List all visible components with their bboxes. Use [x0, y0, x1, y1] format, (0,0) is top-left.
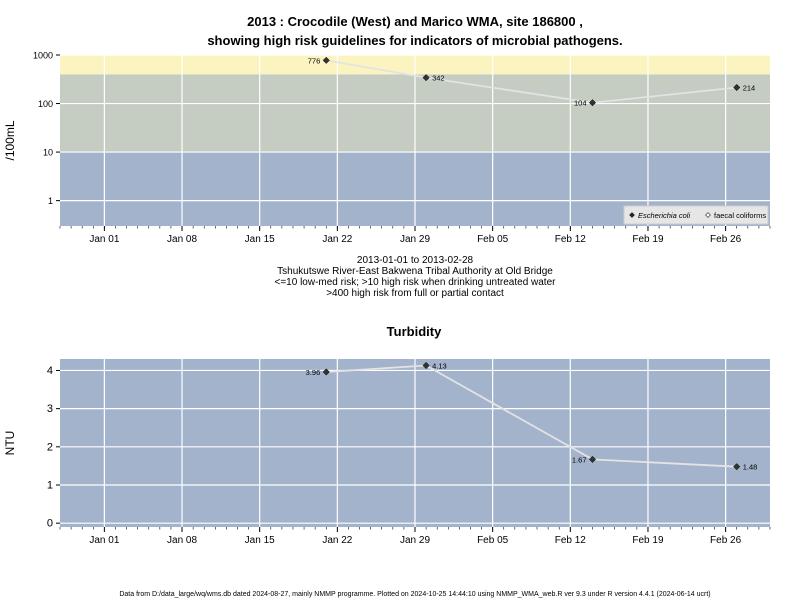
turbidity-xtick-label-8: Feb 26	[710, 535, 742, 546]
turbidity-data-point-0-0	[322, 368, 330, 376]
turbidity-xtick-label-5: Feb 05	[477, 535, 509, 546]
turbidity-ytick-label-1: 1	[47, 480, 53, 492]
microbial-xtick-label-3: Jan 22	[322, 234, 352, 245]
turbidity-xtick-label-0: Jan 01	[89, 535, 119, 546]
microbial-xtick-label-8: Feb 26	[710, 234, 742, 245]
turbidity-y-axis-title: NTU	[3, 431, 17, 456]
microbial-legend-label-0: Escherichia coli	[638, 211, 690, 220]
microbial-xtick-label-5: Feb 05	[477, 234, 509, 245]
microbial-xtick-label-6: Feb 12	[555, 234, 587, 245]
microbial-data-point-0-3	[733, 83, 741, 92]
turbidity-xtick-label-7: Feb 19	[632, 535, 664, 546]
turbidity-title: Turbidity	[387, 324, 442, 339]
microbial-ytick-label-3: 1000	[33, 51, 53, 61]
turbidity-data-label-0-1: 4.13	[432, 361, 447, 370]
turbidity-data-label-0-0: 3.96	[306, 368, 321, 377]
info-site: Tshukutswe River-East Bakwena Tribal Aut…	[277, 266, 553, 277]
microbial-legend-label-1: faecal coliforms	[714, 211, 766, 220]
microbial-legend: Escherichia coli faecal coliforms	[623, 205, 769, 225]
microbial-xtick-label-1: Jan 08	[167, 234, 197, 245]
turbidity-xtick-label-4: Jan 29	[400, 535, 430, 546]
microbial-xtick-label-0: Jan 01	[89, 234, 119, 245]
microbial-legend-marker-1	[705, 212, 711, 218]
microbial-data-label-0-1: 342	[432, 74, 445, 83]
microbial-data-label-0-0: 776	[308, 56, 321, 65]
turbidity-ytick-label-3: 3	[47, 403, 53, 415]
turbidity-data-point-0-2	[588, 455, 597, 463]
chart-title-line-1: 2013 : Crocodile (West) and Marico WMA, …	[247, 14, 583, 29]
microbial-y-axis-title: /100mL	[3, 120, 17, 160]
microbial-data-point-0-0	[322, 56, 330, 64]
turbidity-xtick-label-3: Jan 22	[322, 535, 352, 546]
microbial-xtick-label-7: Feb 19	[632, 234, 664, 245]
turbidity-chart: 0 1 2 3 4 Jan 01 Jan 08 Jan 15 Jan 22 Jan 29 Feb 0…	[3, 359, 771, 546]
microbial-xtick-label-2: Jan 15	[245, 234, 275, 245]
microbial-xtick-label-4: Jan 29	[400, 234, 430, 245]
microbial-legend-marker-0	[629, 212, 635, 218]
turbidity-data-point-0-1	[422, 361, 430, 370]
microbial-legend-box	[623, 205, 769, 225]
turbidity-series-line-0	[326, 364, 737, 468]
turbidity-ytick-label-2: 2	[47, 441, 53, 453]
turbidity-data-label-0-3: 1.48	[743, 463, 758, 472]
chart-title-line-2: showing high risk guidelines for indicat…	[207, 33, 622, 48]
microbial-data-point-0-1	[422, 74, 430, 82]
microbial-data-point-0-2	[588, 99, 597, 107]
footer-note: Data from D:/data_large/wq/wms.db dated …	[119, 591, 710, 598]
microbial-ytick-label-0: 1	[48, 196, 53, 206]
info-period: 2013-01-01 to 2013-02-28	[357, 255, 474, 266]
microbial-series-line-0	[326, 59, 737, 104]
turbidity-xtick-label-6: Feb 12	[555, 535, 587, 546]
info-risk-contact: >400 high risk from full or partial cont…	[326, 288, 504, 299]
microbial-chart: 1 10 100 1000 Jan 01 Jan 08 Jan 15 Jan 22 Jan 29…	[3, 51, 771, 245]
microbial-ytick-label-1: 10	[43, 148, 53, 158]
turbidity-data-point-0-3	[733, 463, 741, 471]
turbidity-xtick-label-1: Jan 08	[167, 535, 197, 546]
turbidity-xtick-label-2: Jan 15	[245, 535, 275, 546]
turbidity-data-label-0-2: 1.67	[572, 455, 587, 464]
microbial-ytick-label-2: 100	[38, 99, 53, 109]
info-risk-drinking: <=10 low-med risk; >10 high risk when dr…	[275, 277, 557, 288]
turbidity-ytick-label-0: 0	[47, 518, 53, 530]
microbial-data-label-0-2: 104	[574, 99, 587, 108]
turbidity-ytick-label-4: 4	[47, 365, 53, 377]
microbial-data-label-0-3: 214	[743, 84, 756, 93]
